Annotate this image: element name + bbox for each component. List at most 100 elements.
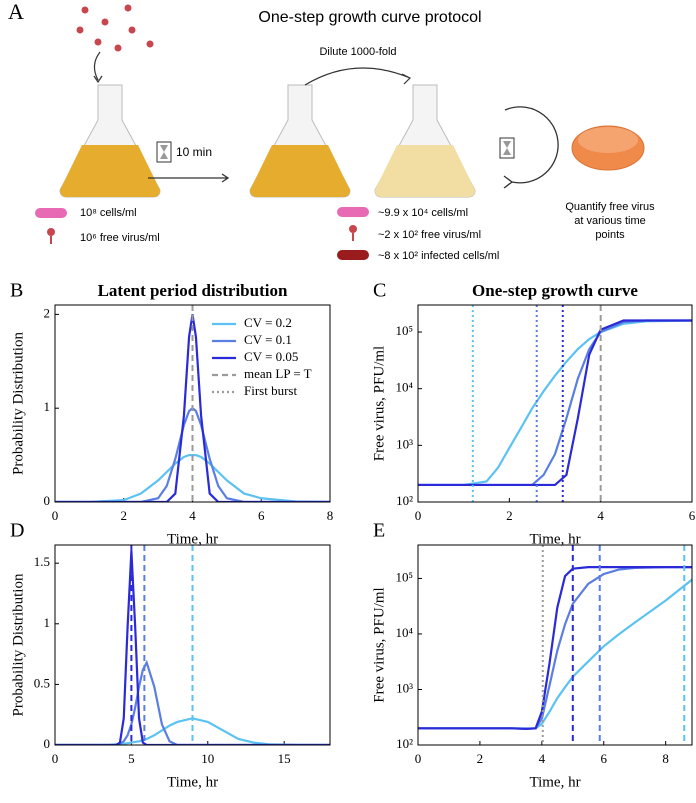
timer-label: 10 min [176,145,212,159]
y-axis-label: Free virus, PFU/ml [371,587,387,702]
y-tick-label: 10⁴ [395,380,413,395]
data-line [55,314,330,502]
chart-title: One-step growth curve [472,281,638,300]
quantify-label: points [595,229,625,241]
y-tick-label: 10⁴ [395,625,413,640]
phage-icons [47,225,357,244]
x-tick-label: 6 [689,508,696,523]
data-line [418,319,692,487]
y-tick-label: 10³ [396,680,413,695]
chart-panel: C One-step growth curve Time, hr Free virus… [371,280,695,548]
hourglass-sand [503,141,511,155]
panel-label: A [8,0,24,24]
data-line [418,319,692,487]
x-tick-label: 2 [506,508,513,523]
x-tick-label: 0 [52,751,59,766]
axes-frame [54,304,331,503]
plot-area [55,545,330,745]
mid-label: ~8 x 10² infected cells/ml [378,250,499,262]
x-axis-label: Time, hr [167,531,218,547]
y-tick-label: 10⁵ [395,569,413,584]
cycle-arrow [504,106,559,184]
legend-label: CV = 0.1 [244,332,292,347]
y-tick-label: 1 [44,399,51,414]
hourglass [499,137,515,159]
arrow-head [503,175,514,189]
x-tick-label: 6 [258,508,265,523]
quantify-label: Quantify free virus [565,201,655,213]
y-axis-label: Probability Distribution [10,573,26,716]
data-line [418,566,692,730]
panel-label: E [373,520,385,542]
y-tick-label: 1.5 [34,554,50,569]
axes-frame [417,304,693,503]
hourglass [156,141,172,163]
diagram-title: One-step growth curve protocol [258,9,481,26]
mid-label: ~2 x 10² free virus/ml [378,229,481,241]
x-tick-label: 10 [201,751,214,766]
arrow [93,51,101,81]
left-label: 10⁶ free virus/ml [80,232,160,244]
x-tick-label: 6 [601,751,608,766]
plot-area [418,545,692,745]
x-axis-label: Time, hr [529,774,580,790]
panel-label: D [10,520,24,542]
x-tick-label: 5 [128,751,135,766]
y-tick-label: 2 [44,305,51,320]
x-tick-label: 8 [327,508,334,523]
x-tick-label: 4 [539,751,546,766]
axes-frame [417,544,693,746]
flasks [59,84,476,198]
y-tick-label: 10² [396,736,413,751]
x-tick-label: 8 [662,751,669,766]
x-tick-label: 2 [477,751,484,766]
chart-panel: E Time, hr Free virus, PFU/ml 0 2 4 6 8 10² 10³ 10… [371,520,693,790]
legend-label: mean LP = T [244,366,312,381]
y-tick-label: 10² [396,493,413,508]
x-tick-label: 0 [52,508,59,523]
plot-area [55,305,330,502]
data-line [418,566,692,731]
x-tick-label: 0 [415,751,422,766]
x-axis-label: Time, hr [529,531,580,547]
y-tick-label: 0 [44,493,51,508]
x-tick-label: 4 [189,508,196,523]
protocol-diagram: A One-step growth curve protocol 10 min … [8,0,655,262]
data-line [418,319,692,487]
phages [76,4,154,52]
x-tick-label: 4 [597,508,604,523]
y-axis-label: Probability Distribution [10,332,26,475]
y-tick-label: 0.5 [34,675,50,690]
data-line [418,578,692,730]
chart-title: Latent period distribution [98,281,288,300]
chart-panel: B Latent period distribution Time, hr Proba… [10,280,333,548]
y-tick-label: 1 [44,615,51,630]
panel-label: B [10,280,23,302]
y-tick-label: 10³ [396,436,413,451]
quantify-label: at various time [574,215,646,227]
panel-label: C [373,280,386,302]
x-tick-label: 2 [121,508,128,523]
y-tick-label: 0 [44,736,51,751]
dilute-label: Dilute 1000-fold [319,46,396,58]
x-tick-label: 0 [415,508,422,523]
hourglass-sand [160,145,168,159]
petri-dish-top [578,127,638,153]
axes-frame [54,544,331,746]
legend-label: CV = 0.05 [244,349,298,364]
y-tick-label: 10⁵ [395,323,413,338]
bacteria [35,207,369,260]
y-axis-label: Free virus, PFU/ml [371,346,387,461]
legend-label: First burst [244,383,297,398]
x-axis-label: Time, hr [167,774,218,790]
legend-label: CV = 0.2 [244,315,292,330]
plot-area [418,305,692,502]
data-line [55,659,330,745]
arrow [148,173,230,183]
left-label: 10⁸ cells/ml [80,207,137,219]
mid-label: ~9.9 x 10⁴ cells/ml [378,207,468,219]
arrow-head [93,75,103,84]
x-tick-label: 15 [278,751,291,766]
